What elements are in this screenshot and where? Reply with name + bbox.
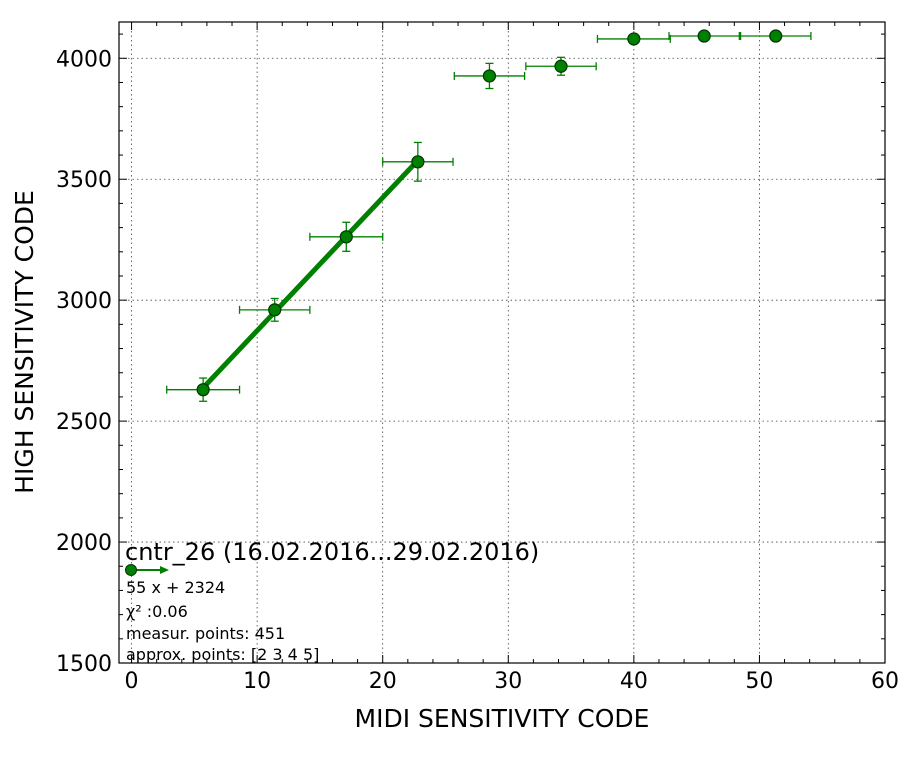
x-tick-label: 60: [871, 669, 899, 694]
data-point: [339, 230, 353, 244]
x-tick-label: 0: [125, 669, 139, 694]
x-tick-label: 30: [494, 669, 522, 694]
data-point: [627, 32, 641, 46]
x-axis-label: MIDI SENSITIVITY CODE: [355, 704, 650, 733]
data-point: [554, 59, 568, 73]
data-point: [268, 303, 282, 317]
data-point: [769, 29, 783, 43]
plot-frame: [118, 21, 886, 664]
annotation-block: cntr_26 (16.02.2016...29.02.2016) 55 x +…: [125, 538, 539, 664]
plot-background: [119, 22, 885, 663]
y-tick-label: 1500: [56, 652, 112, 677]
data-point: [411, 155, 425, 169]
approx-points: approx. points: [2 3 4 5]: [126, 645, 319, 664]
y-tick-label: 2500: [56, 410, 112, 435]
legend-marker: [125, 564, 169, 576]
y-tick-label: 4000: [56, 47, 112, 72]
y-axis-label: HIGH SENSITIVITY CODE: [10, 190, 39, 494]
fit-equation: 55 x + 2324: [126, 578, 225, 597]
fit-layer: [201, 158, 420, 390]
y-tick-label: 3500: [56, 168, 112, 193]
annotation-title: cntr_26 (16.02.2016...29.02.2016): [125, 538, 539, 566]
chi-square: χ² :0.06: [126, 602, 188, 621]
data-point: [482, 69, 497, 83]
data-point: [196, 383, 210, 397]
x-tick-label: 40: [620, 669, 648, 694]
y-tick-label: 2000: [56, 531, 112, 556]
x-tick-label: 20: [369, 669, 397, 694]
measurement-points: measur. points: 451: [126, 624, 285, 643]
ticks: 0 10 20 30 40 50 60 1500 2000 2500 3000 3500 4000: [56, 22, 899, 694]
grid: [119, 22, 885, 663]
x-tick-label: 10: [243, 669, 271, 694]
y-tick-label: 3000: [56, 289, 112, 314]
fit-line: [201, 158, 420, 390]
x-tick-label: 50: [745, 669, 773, 694]
markers: [196, 29, 783, 397]
data-point: [697, 29, 711, 43]
